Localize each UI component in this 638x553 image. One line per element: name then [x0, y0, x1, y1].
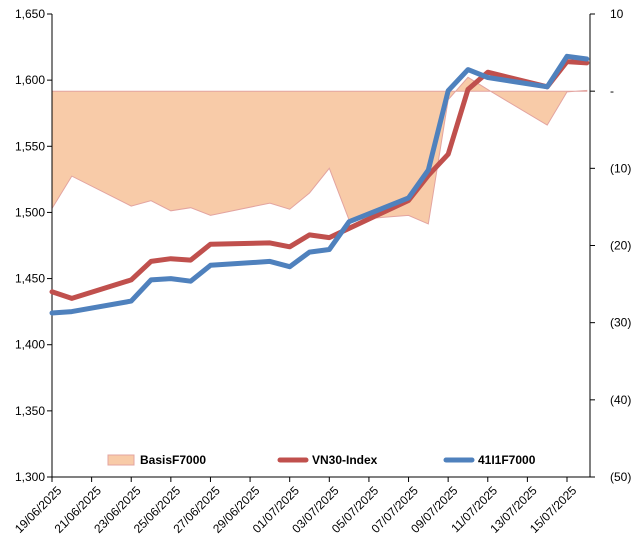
right-tick-label: (50)	[610, 470, 631, 484]
left-tick-label: 1,300	[15, 470, 45, 484]
series-basisf7000-area	[51, 76, 588, 225]
left-tick-label: 1,350	[15, 404, 45, 418]
basis-area-layer	[51, 76, 588, 225]
legend-swatch-basisf7000	[107, 454, 135, 466]
left-tick-label: 1,400	[15, 338, 45, 352]
left-tick-label: 1,450	[15, 272, 45, 286]
x-axis-ticks: 19/06/202521/06/202523/06/202525/06/2025…	[12, 477, 580, 536]
right-tick-label: 10	[610, 7, 624, 21]
series-41i1f7000-line	[49, 53, 590, 316]
lines-layer	[49, 53, 590, 316]
legend: BasisF7000 VN30-Index 41I1F7000	[107, 453, 536, 467]
legend-label-41i1f7000: 41I1F7000	[478, 453, 536, 467]
left-tick-label: 1,600	[15, 73, 45, 87]
axes-layer	[51, 14, 591, 478]
right-tick-label: (10)	[610, 161, 631, 175]
legend-label-vn30-index: VN30-Index	[312, 453, 378, 467]
left-tick-label: 1,500	[15, 205, 45, 219]
left-tick-label: 1,650	[15, 7, 45, 21]
left-axis-ticks: 1,300 1,350 1,400 1,450 1,500 1,550 1,600 1,650	[15, 7, 52, 484]
right-tick-label: (20)	[610, 239, 631, 253]
right-tick-label: -	[610, 84, 614, 98]
legend-label-basisf7000: BasisF7000	[140, 453, 206, 467]
right-tick-label: (40)	[610, 393, 631, 407]
right-axis-ticks: (50) (40) (30) (20) (10) - 10	[590, 7, 631, 484]
right-tick-label: (30)	[610, 316, 631, 330]
left-tick-label: 1,550	[15, 139, 45, 153]
